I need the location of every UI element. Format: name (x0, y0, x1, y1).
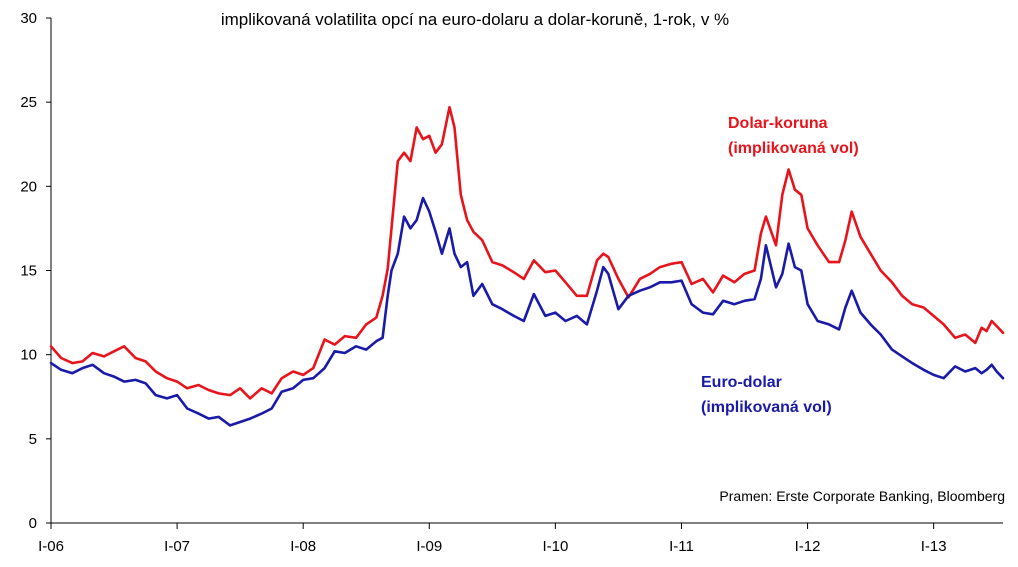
series-line-1 (49, 196, 1005, 427)
y-tick-label: 0 (29, 515, 37, 532)
x-tick-label: I-06 (38, 538, 64, 555)
y-tick-label: 25 (20, 94, 37, 111)
x-tick-label: I-07 (164, 538, 190, 555)
x-tick-label: I-10 (542, 538, 568, 555)
series-label-1-line-1: (implikovaná vol) (701, 399, 832, 416)
y-tick-label: 30 (20, 10, 37, 27)
x-tick-label: I-08 (290, 538, 316, 555)
x-tick-label: I-11 (669, 538, 694, 555)
x-tick-label: I-09 (416, 538, 442, 555)
chart-title: implikovaná volatilita opcí na euro-dola… (221, 10, 729, 29)
series-line-0 (49, 105, 1005, 400)
x-tick-label: I-12 (795, 538, 821, 555)
y-tick-label: 20 (20, 178, 37, 195)
y-tick-label: 10 (20, 347, 37, 364)
series-labels: Dolar-koruna (implikovaná vol) Euro-dolar (… (701, 115, 859, 416)
series-label-1-line-0: Euro-dolar (701, 374, 782, 391)
y-tick-label: 15 (20, 263, 37, 280)
series-layer (49, 105, 1005, 427)
y-axis: 0 5 10 15 20 25 30 (20, 10, 52, 532)
y-tick-label: 5 (29, 431, 37, 448)
source-note: Pramen: Erste Corporate Banking, Bloombe… (719, 488, 1005, 504)
series-label-0-line-0: Dolar-koruna (728, 115, 828, 132)
series-label-0-line-1: (implikovaná vol) (728, 140, 859, 157)
x-axis: I-06 I-07 I-08 I-09 I-10 I-11 I-12 I-13 (38, 522, 1003, 555)
x-tick-label: I-13 (921, 538, 947, 555)
